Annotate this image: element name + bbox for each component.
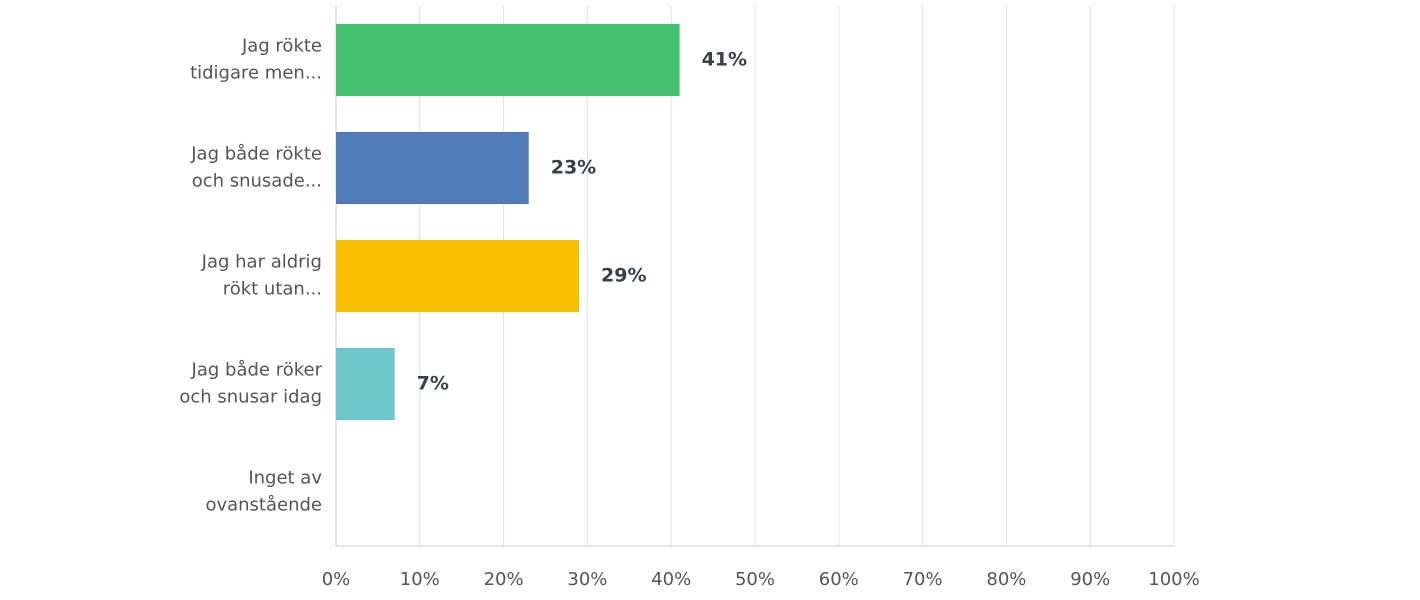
bar bbox=[336, 132, 529, 204]
y-tick-label: tidigare men... bbox=[190, 63, 322, 84]
value-label: 41% bbox=[702, 49, 747, 71]
y-tick-label: Jag både rökte bbox=[190, 144, 322, 165]
x-tick-label: 60% bbox=[819, 569, 859, 590]
value-label: 29% bbox=[601, 265, 646, 287]
x-tick-label: 20% bbox=[484, 569, 524, 590]
y-tick-label: Jag har aldrig bbox=[201, 252, 322, 273]
bar bbox=[336, 24, 680, 96]
x-tick-label: 50% bbox=[735, 569, 775, 590]
x-tick-label: 90% bbox=[1070, 569, 1110, 590]
bar bbox=[336, 240, 580, 312]
y-tick-label: och snusar idag bbox=[179, 387, 322, 408]
value-label: 23% bbox=[551, 157, 596, 179]
x-tick-label: 40% bbox=[651, 569, 691, 590]
y-tick-label: och snusade... bbox=[192, 171, 322, 192]
y-tick-label: Jag rökte bbox=[241, 36, 322, 57]
y-tick-label: ovanstående bbox=[205, 495, 322, 516]
y-tick-label: Jag både röker bbox=[191, 360, 323, 381]
x-tick-label: 80% bbox=[986, 569, 1026, 590]
y-tick-label: rökt utan... bbox=[223, 279, 322, 300]
x-tick-label: 100% bbox=[1148, 569, 1199, 590]
x-tick-label: 30% bbox=[567, 569, 607, 590]
x-tick-label: 0% bbox=[322, 569, 351, 590]
bar bbox=[336, 348, 395, 420]
x-tick-label: 70% bbox=[903, 569, 943, 590]
value-label: 7% bbox=[417, 373, 449, 395]
y-tick-label: Inget av bbox=[248, 468, 322, 489]
x-tick-label: 10% bbox=[400, 569, 440, 590]
